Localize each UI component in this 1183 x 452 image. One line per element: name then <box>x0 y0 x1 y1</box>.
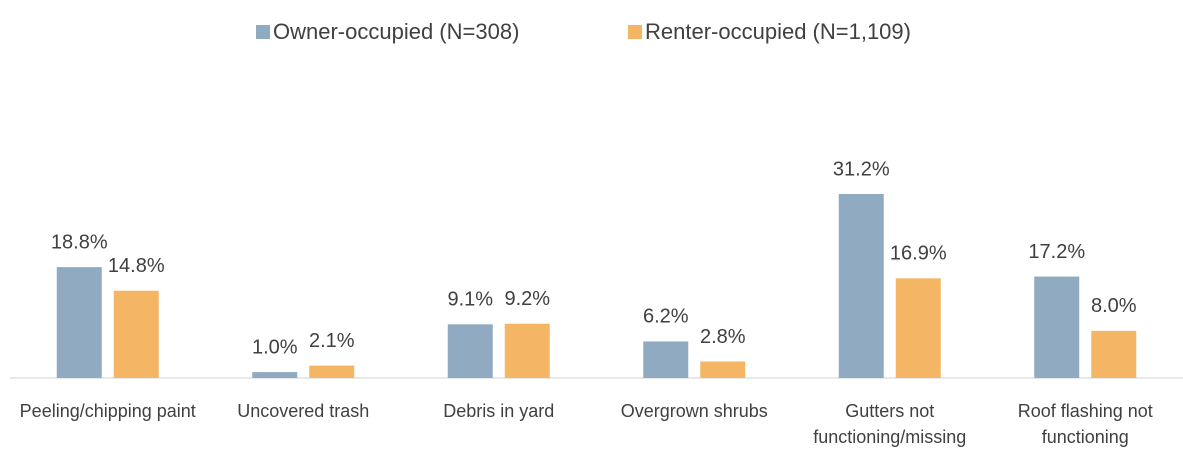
data-label: 2.1% <box>309 330 355 352</box>
legend-label: Renter-occupied (N=1,109) <box>645 19 911 44</box>
x-tick-label: Roof flashing not functioning <box>1017 401 1153 447</box>
data-label: 31.2% <box>833 158 890 180</box>
legend-label: Owner-occupied (N=308) <box>273 19 519 44</box>
data-label: 18.8% <box>51 231 108 253</box>
data-label: 1.0% <box>252 336 298 358</box>
x-tick-label: Uncovered trash <box>237 401 370 421</box>
bar <box>700 361 746 378</box>
legend-swatch <box>628 25 642 39</box>
bar <box>643 341 689 378</box>
x-tick-label: Gutters not functioning/missing <box>813 401 967 447</box>
data-label: 9.2% <box>504 288 550 310</box>
data-label: 16.9% <box>890 243 947 265</box>
data-label: 17.2% <box>1028 241 1085 263</box>
x-tick-label: Peeling/chipping paint <box>19 401 196 421</box>
bar <box>895 278 941 378</box>
bar <box>447 324 493 378</box>
bar <box>252 372 298 378</box>
bar <box>1034 276 1080 378</box>
bar <box>113 290 159 378</box>
x-tick-label: Overgrown shrubs <box>620 401 768 421</box>
legend-swatch <box>256 25 270 39</box>
data-label: 14.8% <box>108 255 165 277</box>
data-label: 9.1% <box>447 289 493 311</box>
bar <box>1091 330 1137 378</box>
data-label: 6.2% <box>643 306 689 328</box>
bar <box>504 323 550 378</box>
x-tick-label: Debris in yard <box>443 401 555 421</box>
bar <box>838 194 884 378</box>
bar <box>56 267 102 378</box>
data-label: 8.0% <box>1091 295 1137 317</box>
data-label: 2.8% <box>700 326 746 348</box>
bar <box>309 365 355 378</box>
